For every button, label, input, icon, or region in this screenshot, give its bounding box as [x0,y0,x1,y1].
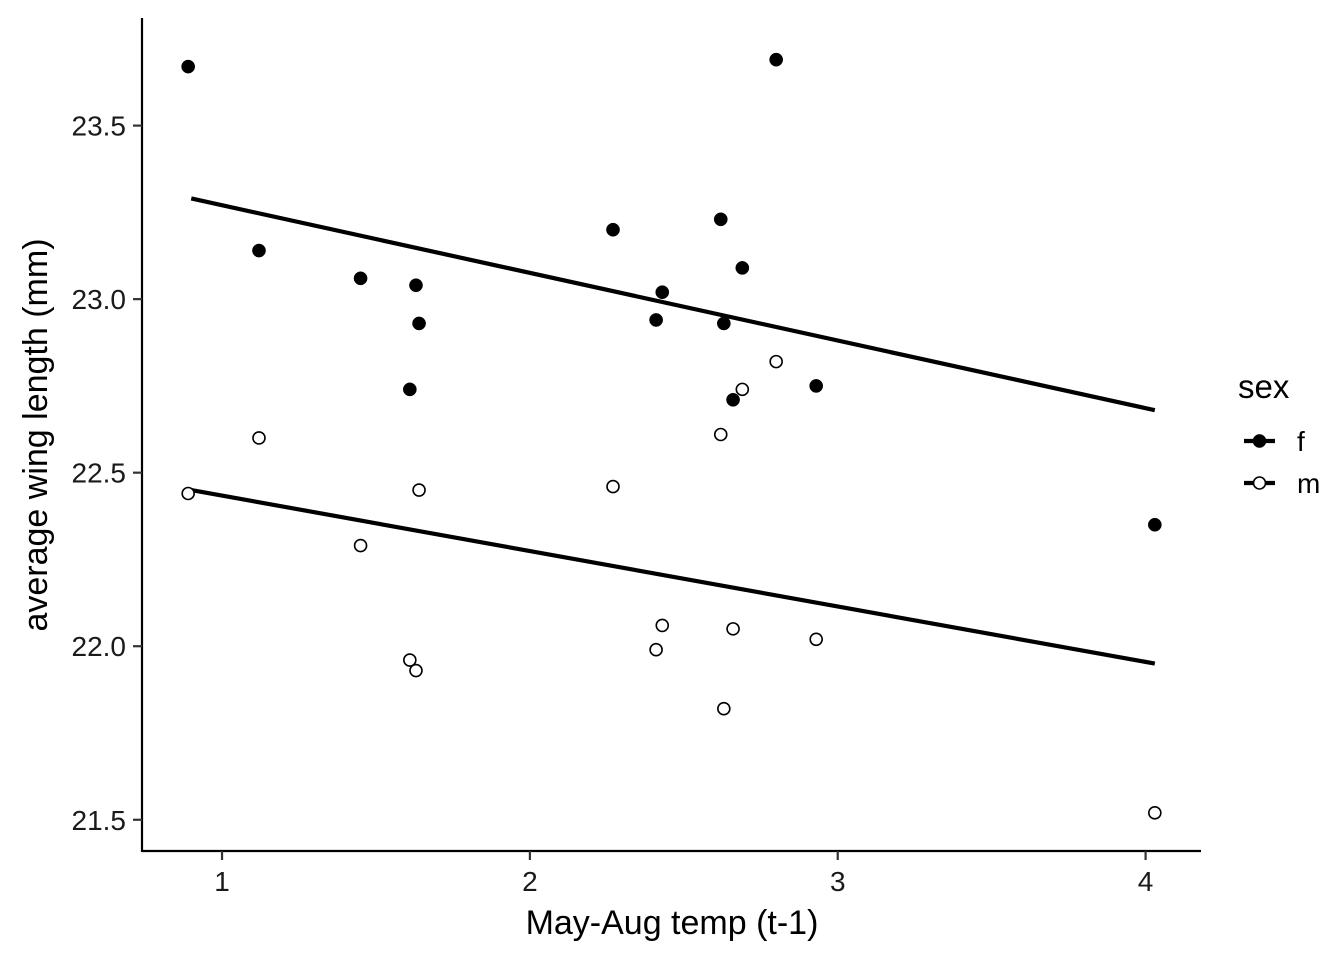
regression-lines [190,196,1156,666]
point-m [353,538,368,553]
point-m [809,632,823,647]
point-f [809,379,824,393]
point-m [717,701,731,716]
legend-title: sex [1238,368,1290,405]
point-m [606,479,620,494]
legend-key-point [1252,434,1267,448]
y-tick-label: 23.5 [72,111,127,142]
x-tick-label: 3 [830,866,846,897]
point-m [649,642,663,657]
point-f [409,278,423,293]
legend-label: m [1297,468,1320,499]
y-axis-title: average wing length (mm) [17,238,55,631]
point-m [252,431,266,445]
point-m [769,354,783,369]
legend: sex fm [1238,368,1320,499]
point-m [1148,806,1162,820]
legend-item-m: m [1244,468,1320,499]
point-m [409,663,423,678]
point-m [655,618,670,633]
fit-line-f [190,196,1156,413]
point-f [726,392,740,407]
point-f [655,285,670,300]
x-tick-label: 4 [1138,866,1154,897]
point-f [713,212,728,227]
y-tick-label: 22.5 [72,458,127,489]
axes [140,18,1201,853]
legend-label: f [1297,426,1305,457]
point-f [649,313,663,327]
fit-line-m [190,487,1156,666]
point-m [735,382,750,397]
point-f [735,261,750,275]
point-f [181,59,196,74]
x-axis-title: May-Aug temp (t-1) [526,904,819,942]
y-ticks: 21.5 22.0 22.5 23.0 23.5 [72,111,142,836]
point-f [606,222,620,237]
point-m [181,486,195,501]
point-m [403,653,417,667]
y-tick-label: 23.0 [72,284,127,315]
point-f [716,316,731,331]
point-m [412,483,426,497]
point-f [412,316,426,331]
y-tick-label: 21.5 [72,805,127,836]
x-tick-label: 2 [522,866,538,897]
legend-items: fm [1244,426,1320,499]
data-points [181,52,1162,820]
x-tick-label: 1 [214,866,230,897]
point-m [713,427,728,442]
y-tick-label: 22.0 [72,631,127,662]
point-m [726,622,740,636]
point-f [402,382,417,397]
point-f [769,52,784,67]
x-ticks: 1 2 3 4 [214,851,1153,897]
legend-key-point [1252,476,1267,490]
point-f [353,271,368,286]
point-f [252,243,266,258]
point-f [1147,517,1162,532]
legend-item-f: f [1244,426,1305,457]
